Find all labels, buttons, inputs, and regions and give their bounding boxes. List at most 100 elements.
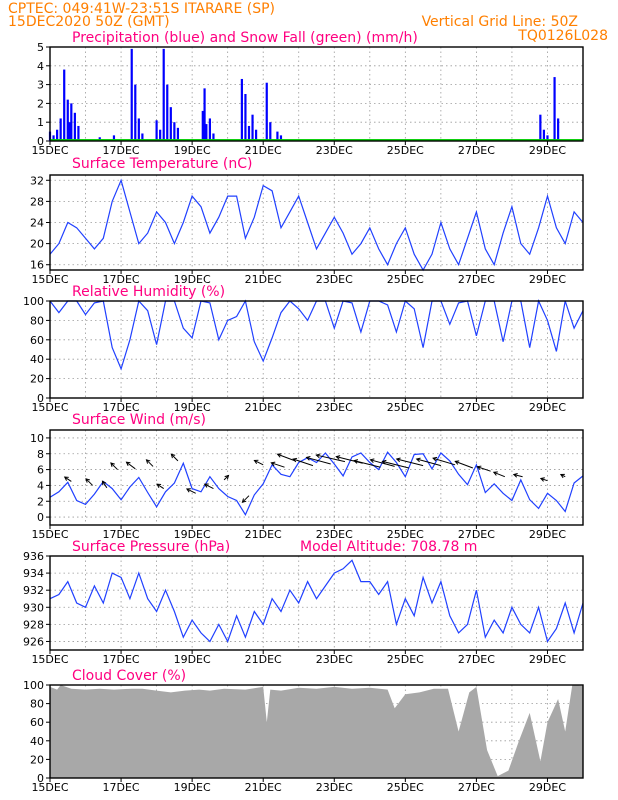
y-tick-label: 6	[37, 464, 44, 477]
x-date-label: 15DEC	[31, 781, 68, 794]
wind-arrow	[416, 458, 441, 467]
y-tick-label: 40	[30, 735, 44, 748]
wind-arrow	[102, 480, 108, 489]
y-tick-label: 32	[30, 174, 44, 187]
wind-arrow	[277, 453, 296, 462]
precip-bar	[553, 77, 556, 141]
wind-arrow-head	[415, 457, 421, 463]
y-tick-label: 926	[23, 635, 44, 648]
precip-bar	[56, 129, 59, 141]
wind-arrow-head	[476, 465, 482, 471]
series-line	[49, 451, 584, 516]
x-date-label: 21DEC	[245, 273, 282, 286]
wind-arrow	[254, 459, 264, 466]
panel-3: Surface Wind (m/s) 0 2 4 6 8 10 15DEC 17DEC 19DEC…	[30, 412, 584, 541]
precip-bar	[265, 82, 268, 141]
y-tick-label: 16	[30, 259, 44, 272]
wind-arrow	[477, 466, 491, 472]
panel-title: Surface Temperature (nC)	[72, 156, 253, 172]
x-date-label: 23DEC	[316, 781, 353, 794]
y-tick-label: 10	[30, 432, 44, 445]
x-date-label: 21DEC	[245, 528, 282, 541]
wind-arrow	[156, 483, 164, 489]
y-tick-label: 2	[37, 97, 44, 110]
run-date: 15DEC2020 50Z (GMT)	[8, 14, 170, 30]
y-tick-label: 3	[37, 79, 44, 92]
precip-bar	[201, 110, 204, 141]
wind-arrow-head	[381, 459, 387, 465]
panel-5: Cloud Cover (%) 0 20 40 60 80 100 15DEC 17DEC 19D…	[23, 668, 584, 794]
panel-title: Cloud Cover (%)	[72, 668, 186, 684]
y-tick-label: 24	[30, 217, 44, 230]
x-date-label: 21DEC	[245, 781, 282, 794]
y-tick-label: 932	[23, 584, 44, 597]
wind-arrow	[271, 462, 285, 468]
wind-arrow-head	[270, 461, 276, 467]
precip-bar	[137, 118, 140, 141]
precip-bar	[59, 118, 62, 141]
x-date-label: 19DEC	[174, 653, 211, 666]
precip-bar	[141, 133, 144, 141]
precip-bar	[66, 99, 69, 141]
wind-arrow-head	[305, 456, 311, 461]
precip-bar	[73, 112, 76, 141]
panel-title: Surface Pressure (hPa)	[72, 539, 230, 555]
wind-arrow-head	[125, 461, 131, 467]
precip-bar	[52, 135, 55, 141]
y-tick-label: 100	[23, 679, 44, 692]
wind-arrow	[455, 460, 474, 469]
panel-frame	[49, 300, 584, 399]
precip-bar	[240, 78, 243, 141]
y-tick-label: 5	[37, 41, 44, 54]
precip-bar	[63, 69, 66, 141]
wind-arrow	[292, 458, 314, 467]
y-tick-label: 928	[23, 618, 44, 631]
y-tick-label: 4	[37, 60, 44, 73]
wind-arrow-head	[145, 459, 151, 464]
precip-bar	[169, 107, 172, 141]
wind-arrow	[493, 471, 506, 478]
x-date-label: 29DEC	[529, 781, 566, 794]
wind-arrow	[513, 474, 523, 478]
panel-title: Surface Wind (m/s)	[72, 412, 206, 428]
panel-0: Precipitation (blue) and Snow Fall (gree…	[31, 30, 584, 157]
x-date-label: 25DEC	[387, 781, 424, 794]
x-date-label: 19DEC	[174, 273, 211, 286]
y-tick-label: 60	[30, 716, 44, 729]
wind-arrow-head	[539, 477, 545, 482]
wind-arrow	[370, 459, 395, 467]
wind-arrow-head	[63, 476, 69, 481]
precip-bar	[162, 48, 165, 141]
x-date-label: 23DEC	[316, 653, 353, 666]
precip-bar	[203, 88, 206, 141]
wind-arrow	[540, 477, 548, 482]
y-tick-label: 20	[30, 753, 44, 766]
y-tick-label: 0	[37, 772, 44, 785]
x-date-label: 29DEC	[529, 401, 566, 414]
wind-arrow-head	[454, 460, 460, 465]
precip-bar	[205, 124, 208, 141]
wind-arrow-head	[110, 462, 115, 467]
wind-arrow	[432, 457, 456, 466]
grid-note: Vertical Grid Line: 50Z	[422, 14, 578, 30]
panel-4: Surface Pressure (hPa) Model Altitude: 70…	[23, 539, 584, 666]
cloud-area	[50, 685, 583, 778]
wind-arrow	[146, 459, 154, 467]
x-date-label: 27DEC	[458, 144, 495, 157]
x-date-label: 15DEC	[31, 401, 68, 414]
precip-bar	[176, 127, 180, 141]
x-date-label: 19DEC	[174, 401, 211, 414]
wind-arrow-head	[101, 480, 107, 486]
precip-bar	[166, 84, 169, 141]
x-date-label: 23DEC	[316, 273, 353, 286]
panel-frame	[49, 429, 584, 526]
x-date-label: 21DEC	[245, 401, 282, 414]
panel-2: Relative Humidity (%) 0 20 40 60 80 100 15DEC 17…	[23, 284, 584, 414]
precip-bar	[546, 135, 549, 141]
precip-bar	[212, 133, 215, 141]
wind-arrow-head	[276, 453, 282, 458]
precip-bar	[134, 84, 137, 141]
wind-arrow-head	[492, 471, 498, 476]
snow-line	[50, 139, 583, 142]
x-date-label: 23DEC	[316, 144, 353, 157]
